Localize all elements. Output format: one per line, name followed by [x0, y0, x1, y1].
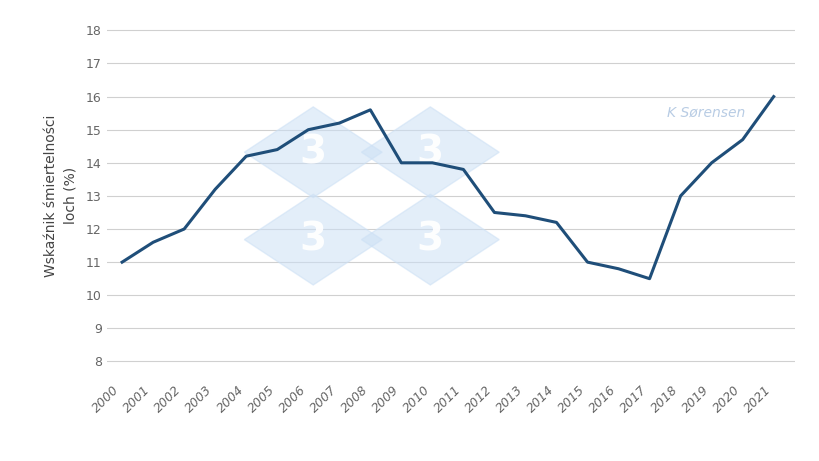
Y-axis label: Wskaźnik śmiertelności
loch (%): Wskaźnik śmiertelności loch (%): [44, 115, 78, 277]
Text: 3: 3: [299, 221, 327, 259]
Text: K Sørensen: K Sørensen: [666, 105, 744, 119]
Polygon shape: [244, 107, 382, 198]
Polygon shape: [244, 194, 382, 285]
Text: 3: 3: [299, 133, 327, 171]
Text: 3: 3: [416, 133, 443, 171]
Polygon shape: [361, 107, 499, 198]
Polygon shape: [361, 194, 499, 285]
Text: 3: 3: [416, 221, 443, 259]
